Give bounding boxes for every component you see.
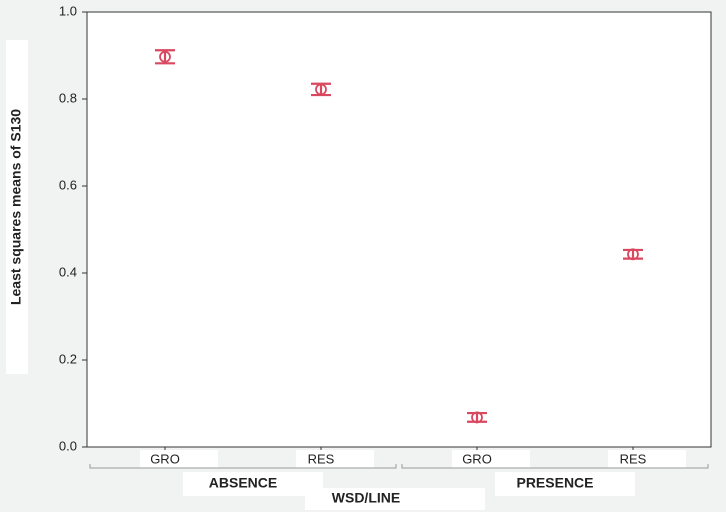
x-axis-label: WSD/LINE: [332, 490, 400, 506]
plot-area: [86, 11, 712, 448]
label-box: [305, 488, 485, 510]
group-bracket: [89, 464, 397, 469]
group-bracket: [401, 464, 709, 469]
group-label: PRESENCE: [516, 475, 593, 491]
group-label: ABSENCE: [209, 475, 277, 491]
label-box: [495, 472, 635, 496]
x-tick-label: GRO: [150, 451, 180, 466]
y-tick-label: 1.0: [59, 3, 77, 18]
label-box: [183, 472, 323, 496]
point: [159, 50, 171, 63]
y-tick-label: 0.8: [59, 90, 77, 105]
label-box: [608, 450, 686, 468]
label-box: [140, 450, 218, 468]
y-tick-label: 0.6: [59, 177, 77, 192]
x-tick-label: GRO: [462, 451, 492, 466]
label-box: [452, 450, 530, 468]
label-box: [296, 450, 374, 468]
label-box: [6, 40, 28, 374]
point: [627, 248, 639, 261]
y-tick-label: 0.4: [59, 264, 77, 279]
point: [315, 83, 327, 96]
x-tick-label: RES: [308, 451, 335, 466]
y-tick-label: 0.0: [59, 438, 77, 453]
y-tick-label: 0.2: [59, 351, 77, 366]
point: [471, 411, 483, 424]
x-tick-label: RES: [620, 451, 647, 466]
y-axis-label: Least squares means of S130: [8, 109, 24, 305]
